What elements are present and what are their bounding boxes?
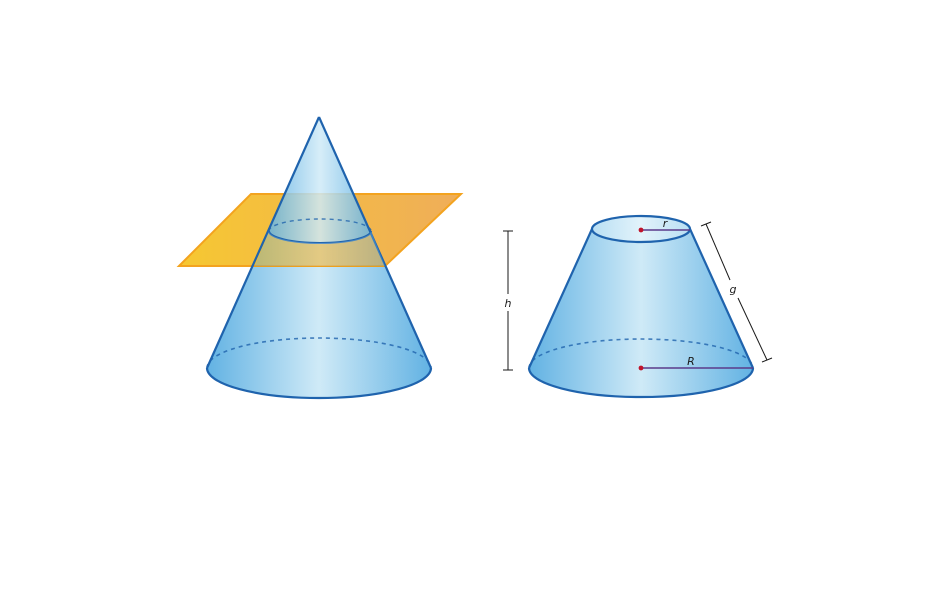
large-radius-label: R [687, 355, 695, 368]
small-radius-label: r [663, 217, 669, 230]
small-radius-center [638, 227, 644, 233]
slant-dimension: g [700, 221, 773, 363]
cone-lower-body [207, 231, 431, 398]
frustum-body [529, 229, 753, 397]
frustum: r R [527, 214, 755, 399]
section-edge [268, 230, 372, 244]
cone-with-plane [176, 116, 464, 400]
height-dimension: h [503, 230, 513, 371]
cone-through-plane [255, 231, 385, 266]
cone-upper-tip [269, 117, 371, 243]
height-label: h [505, 297, 512, 310]
cone-base-hidden-edge [206, 337, 432, 369]
frustum-base-edge [527, 367, 755, 399]
cone-left-edge [205, 116, 321, 369]
frustum-right-edge [688, 228, 755, 369]
frustum-left-edge [527, 228, 594, 369]
cone-base-edge [205, 367, 433, 400]
slant-label: g [730, 283, 737, 296]
large-radius-center [638, 365, 644, 371]
frustum-base-hidden-edge [528, 338, 754, 369]
